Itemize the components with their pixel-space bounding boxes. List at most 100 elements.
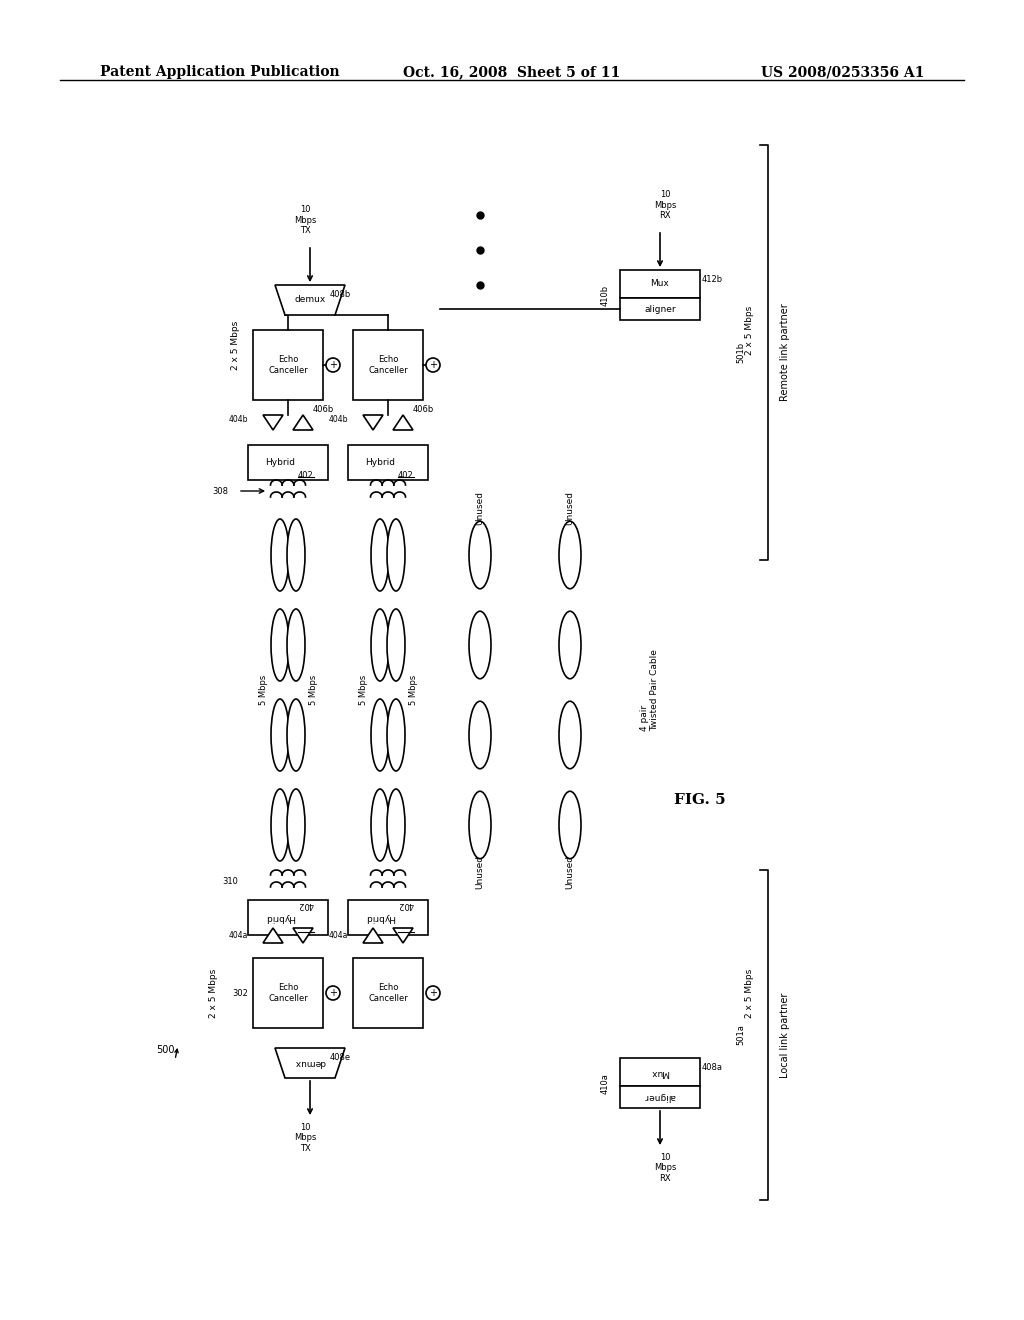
Circle shape <box>426 358 440 372</box>
Text: 404a: 404a <box>228 931 248 940</box>
Text: 404b: 404b <box>329 416 348 425</box>
FancyBboxPatch shape <box>620 271 700 298</box>
Text: 10
Mbps
RX: 10 Mbps RX <box>653 190 676 220</box>
Text: Echo
Canceller: Echo Canceller <box>268 355 308 375</box>
Ellipse shape <box>271 609 289 681</box>
Text: Echo
Canceller: Echo Canceller <box>268 983 308 1003</box>
Text: 402: 402 <box>398 900 414 909</box>
FancyBboxPatch shape <box>620 1086 700 1107</box>
Ellipse shape <box>271 789 289 861</box>
Polygon shape <box>275 285 345 315</box>
Text: aligner: aligner <box>644 1093 676 1101</box>
FancyBboxPatch shape <box>253 958 323 1028</box>
Text: 406b: 406b <box>312 405 334 414</box>
Ellipse shape <box>387 789 406 861</box>
Text: Remote link partner: Remote link partner <box>780 304 790 401</box>
Ellipse shape <box>287 609 305 681</box>
Text: aligner: aligner <box>644 305 676 314</box>
Circle shape <box>426 986 440 1001</box>
Ellipse shape <box>559 521 581 589</box>
Circle shape <box>326 986 340 1001</box>
Text: 5 Mbps: 5 Mbps <box>409 675 418 705</box>
Ellipse shape <box>387 609 406 681</box>
FancyBboxPatch shape <box>253 330 323 400</box>
Ellipse shape <box>387 700 406 771</box>
Text: Hybrid: Hybrid <box>265 458 295 467</box>
Text: 2 x 5 Mbps: 2 x 5 Mbps <box>745 969 755 1018</box>
Ellipse shape <box>371 609 389 681</box>
Text: Echo
Canceller: Echo Canceller <box>368 983 408 1003</box>
Text: 5 Mbps: 5 Mbps <box>358 675 368 705</box>
Text: 2 x 5 Mbps: 2 x 5 Mbps <box>209 969 217 1018</box>
Text: +: + <box>429 360 437 370</box>
Text: Echo
Canceller: Echo Canceller <box>368 355 408 375</box>
Text: 408e: 408e <box>330 1053 351 1063</box>
Polygon shape <box>293 414 313 430</box>
FancyBboxPatch shape <box>353 330 423 400</box>
Ellipse shape <box>469 521 490 589</box>
Ellipse shape <box>559 611 581 678</box>
Ellipse shape <box>469 611 490 678</box>
Text: 410b: 410b <box>601 285 610 306</box>
Text: Local link partner: Local link partner <box>780 993 790 1077</box>
Text: demux: demux <box>294 296 326 305</box>
Polygon shape <box>275 1048 345 1078</box>
Ellipse shape <box>287 519 305 591</box>
Text: 5 Mbps: 5 Mbps <box>258 675 267 705</box>
Text: 10
Mbps
TX: 10 Mbps TX <box>294 1123 316 1152</box>
Text: Oct. 16, 2008  Sheet 5 of 11: Oct. 16, 2008 Sheet 5 of 11 <box>403 65 621 79</box>
Text: 5 Mbps: 5 Mbps <box>308 675 317 705</box>
Text: Hybrid: Hybrid <box>365 913 395 921</box>
Text: 410a: 410a <box>601 1073 610 1094</box>
Text: 408b: 408b <box>330 290 351 300</box>
Text: FIG. 5: FIG. 5 <box>674 793 726 807</box>
Text: 404b: 404b <box>228 416 248 425</box>
Text: Unused: Unused <box>565 491 574 525</box>
Polygon shape <box>393 414 413 430</box>
Text: Mux: Mux <box>650 280 670 289</box>
Polygon shape <box>263 928 283 942</box>
Text: +: + <box>329 987 337 998</box>
Text: 310: 310 <box>222 876 238 886</box>
Text: Patent Application Publication: Patent Application Publication <box>100 65 340 79</box>
Ellipse shape <box>287 700 305 771</box>
Ellipse shape <box>469 701 490 768</box>
Polygon shape <box>362 414 383 430</box>
FancyBboxPatch shape <box>353 958 423 1028</box>
Text: 10
Mbps
TX: 10 Mbps TX <box>294 205 316 235</box>
Text: Hybrid: Hybrid <box>365 458 395 467</box>
Text: Hybrid: Hybrid <box>265 913 295 921</box>
Text: 4 pair
Twisted Pair Cable: 4 pair Twisted Pair Cable <box>640 649 659 731</box>
Text: 308: 308 <box>212 487 228 495</box>
Polygon shape <box>263 414 283 430</box>
Polygon shape <box>293 928 313 942</box>
Text: 408a: 408a <box>702 1063 723 1072</box>
Ellipse shape <box>371 789 389 861</box>
Ellipse shape <box>371 519 389 591</box>
Ellipse shape <box>469 791 490 859</box>
Text: +: + <box>329 360 337 370</box>
Text: Unused: Unused <box>475 855 484 888</box>
Text: 402: 402 <box>398 470 414 479</box>
FancyBboxPatch shape <box>620 298 700 319</box>
Text: demux: demux <box>294 1059 326 1068</box>
FancyBboxPatch shape <box>248 900 328 935</box>
Text: 302: 302 <box>232 989 248 998</box>
FancyBboxPatch shape <box>620 1059 700 1086</box>
Polygon shape <box>362 928 383 942</box>
Text: 501a: 501a <box>736 1024 745 1045</box>
Text: +: + <box>429 987 437 998</box>
FancyBboxPatch shape <box>248 445 328 480</box>
Circle shape <box>326 358 340 372</box>
Text: Unused: Unused <box>565 855 574 888</box>
Polygon shape <box>393 928 413 942</box>
Text: Mux: Mux <box>650 1068 670 1077</box>
Ellipse shape <box>371 700 389 771</box>
Text: Unused: Unused <box>475 491 484 525</box>
Text: 2 x 5 Mbps: 2 x 5 Mbps <box>745 305 755 355</box>
Text: 404a: 404a <box>329 931 348 940</box>
Text: 2 x 5 Mbps: 2 x 5 Mbps <box>230 321 240 370</box>
Ellipse shape <box>271 700 289 771</box>
Ellipse shape <box>271 519 289 591</box>
Text: 406b: 406b <box>413 405 433 414</box>
